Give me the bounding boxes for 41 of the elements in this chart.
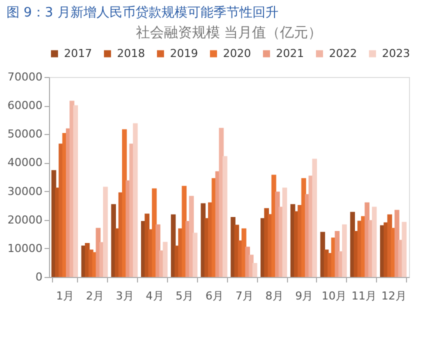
bar [103, 186, 108, 277]
legend-label: 2017 [64, 46, 92, 60]
y-tick-label: 0 [36, 270, 42, 284]
y-tick-label: 70000 [8, 70, 42, 84]
y-tick-label: 10000 [8, 242, 42, 255]
y-tick-label: 60000 [8, 99, 42, 112]
x-tick-label: 3月 [116, 290, 134, 302]
bar [222, 156, 228, 277]
bar [132, 123, 138, 277]
legend-label: 2020 [223, 46, 251, 60]
x-tick-label: 10月 [322, 290, 347, 302]
bar [402, 222, 407, 277]
legend-label: 2019 [170, 46, 198, 60]
bar [342, 224, 347, 277]
bar [282, 188, 288, 277]
y-tick-label: 20000 [8, 213, 42, 226]
x-tick-label: 12月 [381, 290, 406, 302]
bar [192, 232, 198, 277]
x-tick-label: 9月 [295, 290, 314, 302]
chart-subtitle: 社会融资规模 当月值（亿元） [136, 25, 322, 41]
y-tick-label: 30000 [8, 184, 42, 198]
chart-title: 图 9：3 月新增人民币贷款规模可能季节性回升 [6, 6, 278, 20]
x-tick-label: 6月 [206, 290, 224, 302]
x-tick-label: 4月 [146, 290, 164, 302]
legend-label: 2023 [382, 46, 410, 60]
x-tick-label: 1月 [56, 290, 74, 302]
bar [252, 263, 258, 277]
y-tick-label: 40000 [8, 156, 42, 170]
legend-label: 2021 [276, 46, 304, 60]
x-tick-label: 2月 [86, 290, 104, 302]
y-tick-label: 50000 [8, 128, 42, 141]
legend-label: 2022 [329, 46, 357, 60]
legend-label: 2018 [117, 46, 145, 60]
bar [372, 206, 377, 277]
bar [162, 242, 168, 277]
x-tick-label: 7月 [235, 290, 254, 302]
bar [312, 158, 317, 277]
x-tick-label: 8月 [265, 290, 284, 302]
bar [73, 105, 78, 277]
x-tick-label: 5月 [176, 290, 194, 302]
x-tick-label: 11月 [351, 290, 376, 302]
